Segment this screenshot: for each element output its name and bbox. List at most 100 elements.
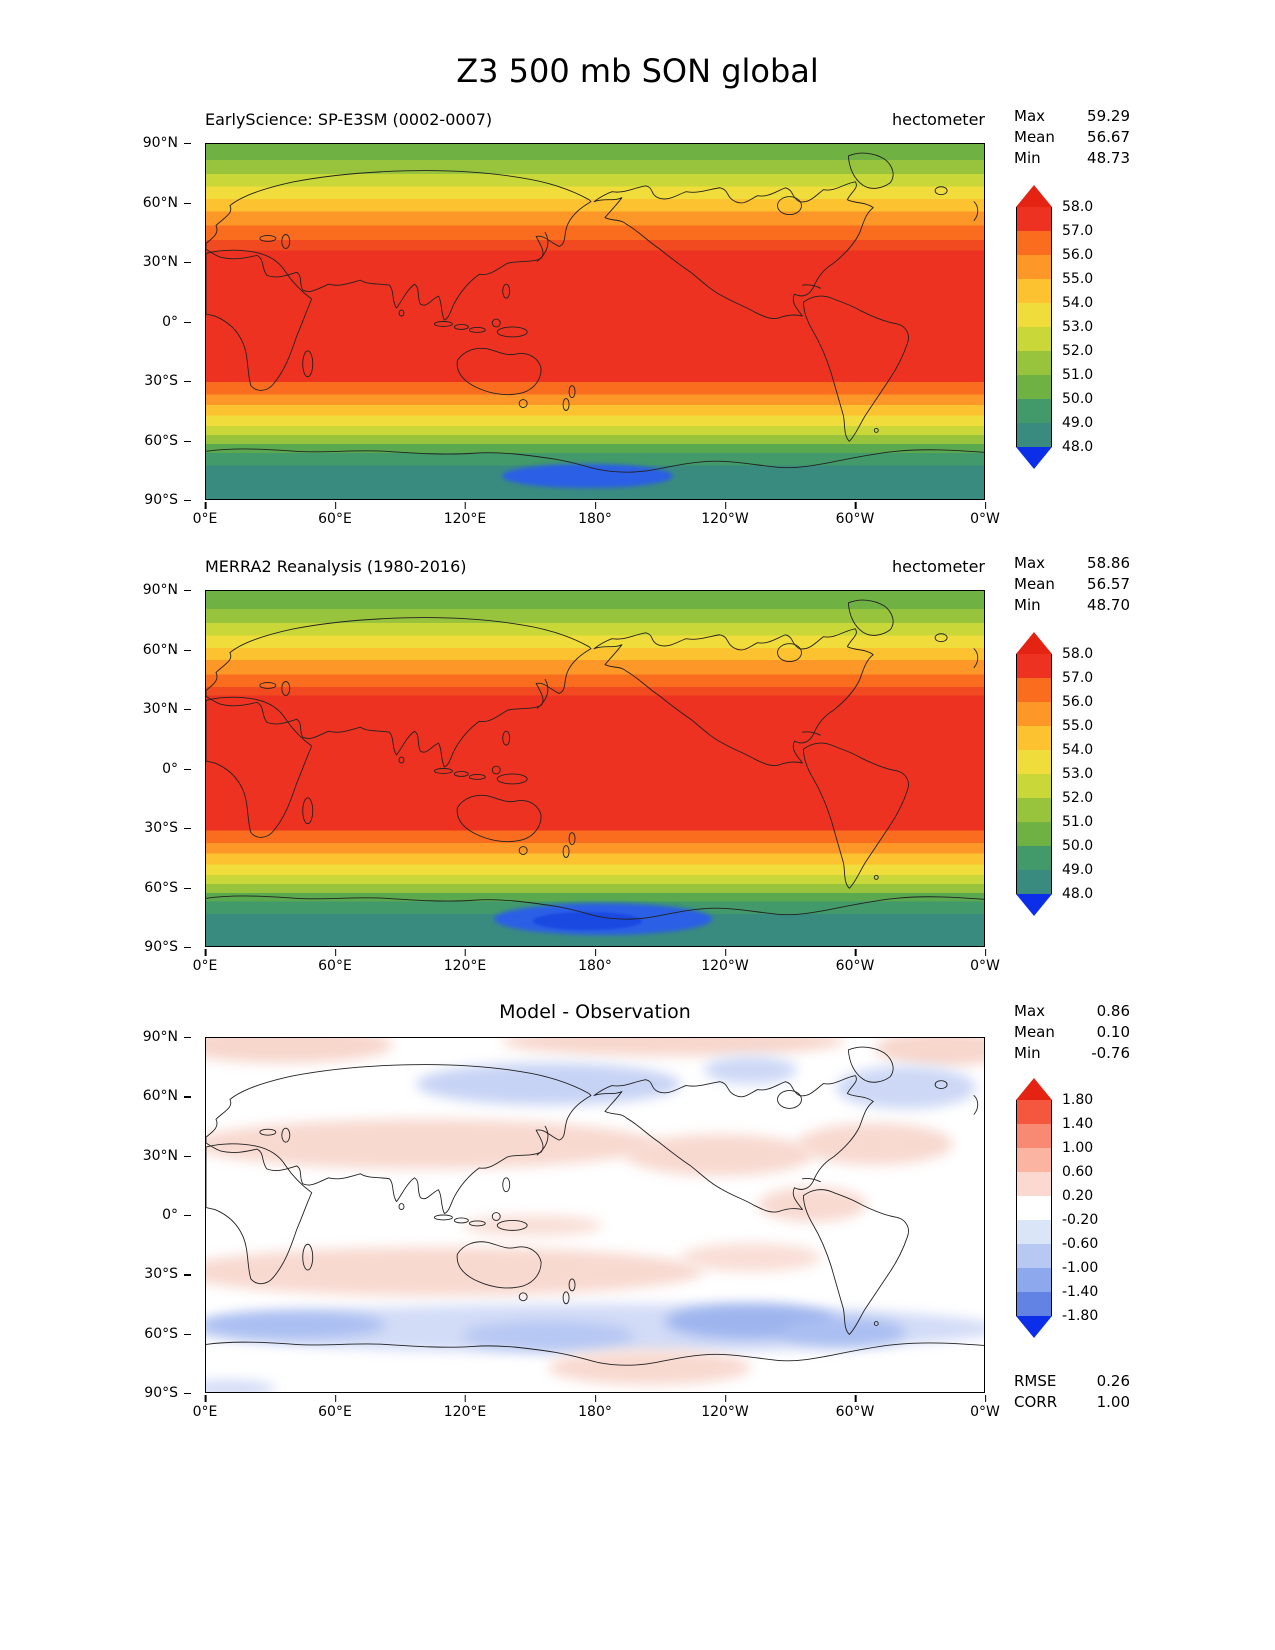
y-tick-label: 60°S	[144, 879, 191, 896]
stat-value: 59.29	[1087, 107, 1130, 125]
stat-label: Max	[1014, 554, 1046, 572]
colorbar-tick-label: 57.0	[1062, 670, 1094, 686]
y-tick-label: 0°	[162, 760, 191, 777]
colorbar-under-arrow	[1016, 447, 1052, 469]
colorbar: 1.80 1.40 1.00 0.60 0.20 -0.20 -0.60 -1.00 -1.40…	[1016, 1078, 1098, 1338]
colorbar-tick-label: 53.0	[1062, 319, 1094, 335]
contour-patch	[206, 1379, 277, 1392]
stat-value: 0.10	[1096, 1023, 1130, 1041]
metric-corr: CORR 1.00	[1014, 1392, 1130, 1413]
y-tick-label: 90°N	[142, 582, 192, 598]
colorbar-tick-label: 52.0	[1062, 790, 1094, 806]
x-tick-label: 0°W	[970, 949, 1000, 974]
colorbar-band	[1017, 1292, 1051, 1316]
colorbar-tick-label: 56.0	[1062, 247, 1094, 263]
y-tick-label: 60°S	[144, 1325, 191, 1342]
colorbar-tick-label: -1.80	[1062, 1308, 1099, 1324]
map-canvas	[205, 1037, 985, 1393]
x-tick-label: 120°W	[701, 502, 749, 527]
stat-max: Max 59.29	[1014, 106, 1130, 127]
map-canvas	[205, 143, 985, 500]
y-tick-label: 90°S	[144, 939, 191, 955]
y-tick-label: 30°N	[142, 254, 192, 270]
contour-patch	[797, 1122, 953, 1166]
colorbar-band	[1017, 231, 1051, 255]
stat-mean: Mean 56.57	[1014, 574, 1130, 595]
colorbar-tick-label: -1.00	[1062, 1260, 1099, 1276]
colorbar-under-arrow	[1016, 1316, 1052, 1338]
contour-patch	[416, 1062, 681, 1106]
colorbar-band	[1017, 846, 1051, 870]
x-tick-label: 180°	[578, 949, 612, 974]
metric-value: 1.00	[1096, 1393, 1130, 1411]
y-axis: 90°N 60°N 30°N 0° 30°S 60°S 90°S	[120, 1029, 194, 1401]
colorbar-band	[1017, 798, 1051, 822]
colorbar-tick-label: 48.0	[1062, 439, 1094, 455]
stat-max: Max 0.86	[1014, 1001, 1130, 1022]
stat-label: Mean	[1014, 575, 1055, 593]
contour-patch	[462, 1321, 634, 1350]
stat-mean: Mean 0.10	[1014, 1022, 1130, 1043]
colorbar-tick-label: 57.0	[1062, 223, 1094, 239]
figure-title: Z3 500 mb SON global	[456, 52, 819, 90]
x-tick-label: 120°E	[443, 502, 487, 527]
x-tick-label: 120°E	[443, 949, 487, 974]
y-tick-label: 90°N	[142, 135, 192, 151]
colorbar-tick-label: 1.00	[1062, 1140, 1094, 1156]
stat-max: Max 58.86	[1014, 553, 1130, 574]
y-axis: 90°N 60°N 30°N 0° 30°S 60°S 90°S	[120, 582, 194, 955]
panel-subtitle: MERRA2 Reanalysis (1980-2016)	[205, 557, 467, 576]
y-tick-label: 30°S	[144, 373, 191, 389]
colorbar-band	[1017, 702, 1051, 726]
colorbar-tick-label: 58.0	[1062, 199, 1094, 215]
colorbar-band	[1017, 1172, 1051, 1196]
colorbar-band	[1017, 822, 1051, 846]
colorbar-tick-label: -0.60	[1062, 1235, 1099, 1252]
coastlines-overlay	[206, 1046, 984, 1366]
x-tick-label: 180°	[578, 1395, 612, 1420]
colorbar: 58.0 57.0 56.0 55.0 54.0 53.0 52.0 51.0 50.0 49.0…	[1016, 632, 1093, 916]
colorbar-tick-label: 54.0	[1062, 742, 1094, 758]
y-tick-label: 60°N	[142, 1088, 192, 1105]
y-tick-label: 30°S	[144, 820, 191, 836]
colorbar-tick-label: 51.0	[1062, 814, 1094, 830]
x-tick-label: 60°W	[835, 949, 875, 974]
stat-min: Min 48.73	[1014, 148, 1130, 169]
colorbar-band	[1017, 870, 1051, 894]
colorbar-band	[1017, 654, 1051, 678]
contour-patch	[501, 463, 673, 489]
x-tick-label: 0°E	[192, 502, 218, 527]
map-canvas	[205, 590, 985, 947]
colorbar-bands	[1016, 207, 1052, 447]
colorbar-band	[1017, 399, 1051, 423]
colorbar-labels: 58.0 57.0 56.0 55.0 54.0 53.0 52.0 51.0 50.0 49.0…	[1062, 199, 1126, 455]
colorbar-band	[1017, 423, 1051, 447]
stat-label: Max	[1014, 1002, 1046, 1020]
colorbar-band	[1017, 1100, 1051, 1124]
contour-patch	[781, 1317, 907, 1346]
x-tick-label: 0°E	[192, 1395, 218, 1420]
stat-value: 48.73	[1087, 149, 1130, 167]
x-axis: 0°E 60°E 120°E 180° 120°W 60°W 0°W	[193, 949, 1000, 981]
colorbar-band	[1017, 726, 1051, 750]
colorbar-band	[1017, 1148, 1051, 1172]
stat-label: Mean	[1014, 128, 1055, 146]
colorbar-over-arrow	[1016, 185, 1052, 207]
x-tick-label: 60°W	[835, 1395, 875, 1420]
colorbar-tick-label: -1.40	[1062, 1284, 1099, 1300]
y-axis: 90°N 60°N 30°N 0° 30°S 60°S 90°S	[120, 135, 194, 508]
y-tick-label: 0°	[162, 1207, 191, 1223]
coastlines-overlay	[206, 152, 984, 473]
colorbar-band	[1017, 255, 1051, 279]
y-tick-label: 60°S	[144, 432, 191, 449]
colorbar-band	[1017, 303, 1051, 327]
x-tick-label: 60°E	[318, 1395, 352, 1420]
contour-patch	[548, 1349, 751, 1385]
colorbar-tick-label: 55.0	[1062, 271, 1094, 287]
colorbar-tick-label: 50.0	[1062, 838, 1094, 854]
colorbar-tick-label: 50.0	[1062, 391, 1094, 407]
x-tick-label: 120°W	[701, 1395, 749, 1420]
colorbar-tick-label: 56.0	[1062, 694, 1094, 710]
y-tick-label: 90°N	[142, 1029, 192, 1045]
